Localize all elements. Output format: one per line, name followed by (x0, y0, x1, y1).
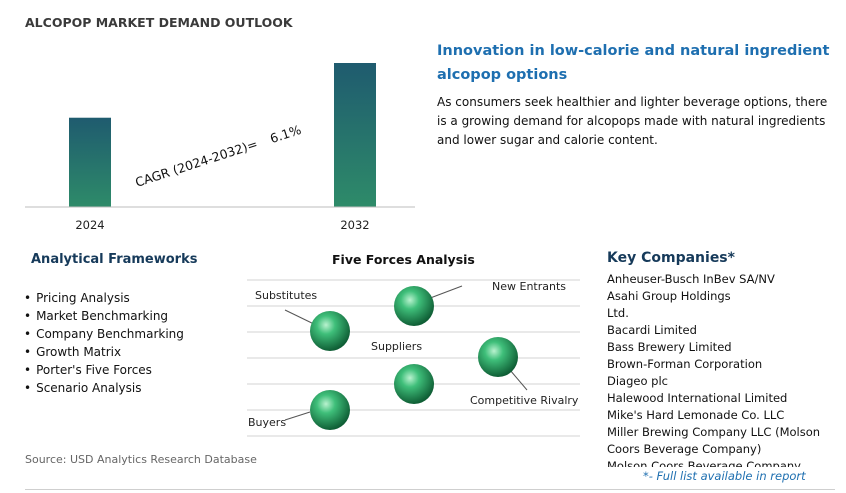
company-item: Bass Brewery Limited (607, 340, 732, 354)
company-item: Molson Coors Beverage Company (607, 459, 801, 467)
new-entrants-sphere (394, 286, 434, 326)
framework-item: Market Benchmarking (24, 307, 184, 325)
bar-series (69, 63, 376, 207)
substitutes-sphere (310, 311, 350, 351)
page-title: ALCOPOP MARKET DEMAND OUTLOOK (25, 15, 293, 30)
highlight-body: As consumers seek healthier and lighter … (437, 95, 828, 147)
highlight-headline: Innovation in low-calorie and natural in… (437, 43, 830, 83)
framework-item: Porter's Five Forces (24, 361, 184, 379)
companies-footnote[interactable]: *- Full list available in report (643, 469, 806, 483)
framework-item: Company Benchmarking (24, 325, 184, 343)
five-forces-title: Five Forces Analysis (332, 252, 475, 267)
force-label-new-entrants: New Entrants (492, 280, 566, 293)
bar-2032 (334, 63, 376, 207)
company-item: Bacardi Limited (607, 323, 697, 337)
companies-list[interactable]: Anheuser-Busch InBev SA/NV Asahi Group H… (607, 271, 832, 467)
company-item: Diageo plc (607, 374, 668, 388)
force-label-suppliers: Suppliers (371, 340, 422, 353)
company-item: Mike's Hard Lemonade Co. LLC (607, 408, 785, 422)
company-item: Ltd. (607, 306, 629, 320)
force-label-competitive-rivalry: Competitive Rivalry (470, 394, 579, 407)
frameworks-title: Analytical Frameworks (31, 252, 198, 267)
cagr-value: 6.1% (268, 122, 303, 146)
companies-title: Key Companies* (607, 250, 735, 266)
framework-item: Scenario Analysis (24, 379, 184, 397)
x-tick-label: 2024 (75, 218, 104, 232)
force-label-buyers: Buyers (248, 416, 286, 429)
cagr-label: CAGR (2024-2032)= (133, 136, 259, 190)
connector-line (509, 369, 528, 391)
cagr-annotation: CAGR (2024-2032)= 6.1% (133, 122, 303, 190)
five-forces-diagram: Substitutes New Entrants Suppliers Compe… (247, 279, 580, 437)
framework-item: Growth Matrix (24, 343, 184, 361)
company-item: Anheuser-Busch InBev SA/NV (607, 272, 775, 286)
company-item: Coors Beverage Company) (607, 442, 762, 456)
force-label-substitutes: Substitutes (255, 289, 317, 302)
company-item: Miller Brewing Company LLC (Molson (607, 425, 821, 439)
competitive-rivalry-sphere (478, 337, 518, 377)
framework-item: Pricing Analysis (24, 289, 184, 307)
suppliers-sphere (394, 364, 434, 404)
company-item: Halewood International Limited (607, 391, 788, 405)
x-tick-label: 2032 (340, 218, 369, 232)
buyers-sphere (310, 390, 350, 430)
frameworks-list: Pricing Analysis Market Benchmarking Com… (24, 289, 184, 397)
company-item: Brown-Forman Corporation (607, 357, 763, 371)
bar-2024 (69, 117, 111, 207)
company-item: Asahi Group Holdings (607, 289, 731, 303)
bottom-divider (25, 489, 835, 490)
connector-line (284, 411, 311, 421)
source-note: Source: USD Analytics Research Database (25, 453, 257, 466)
